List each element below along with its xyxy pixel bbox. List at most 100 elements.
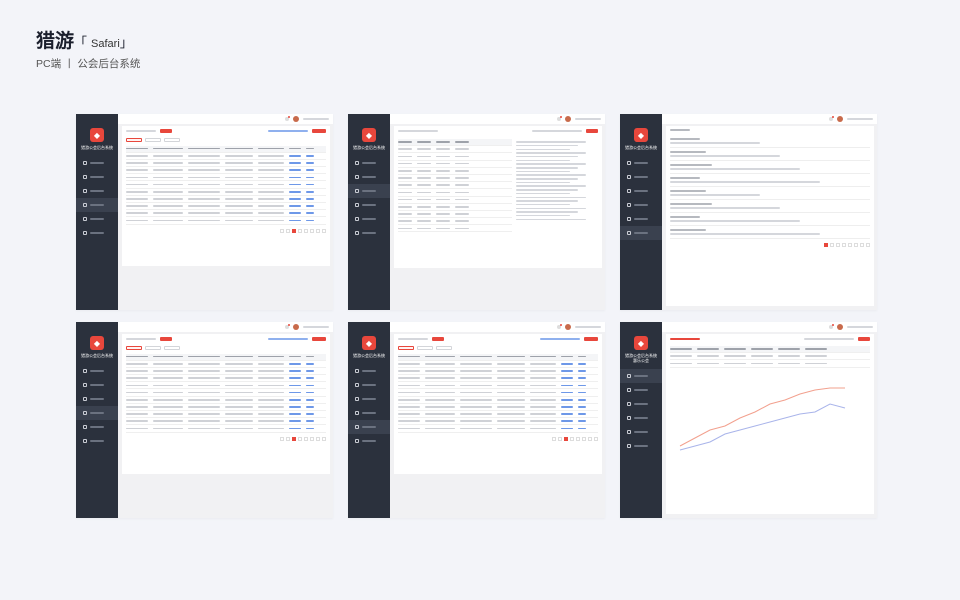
bell-icon[interactable] <box>829 116 834 121</box>
table-cell[interactable] <box>561 420 573 423</box>
page-button[interactable] <box>582 436 586 441</box>
table-cell[interactable] <box>289 219 301 222</box>
page-button[interactable] <box>576 436 580 441</box>
page-button[interactable] <box>286 436 290 441</box>
sidebar-menu-item[interactable] <box>620 156 662 170</box>
avatar[interactable] <box>565 116 571 122</box>
sidebar-menu-item[interactable] <box>620 226 662 240</box>
table-cell[interactable] <box>289 413 301 415</box>
tab[interactable] <box>436 346 452 350</box>
table-cell[interactable] <box>578 427 586 430</box>
table-cell[interactable] <box>306 205 314 207</box>
sidebar-menu-item[interactable] <box>620 170 662 184</box>
notice-item[interactable] <box>670 135 870 148</box>
table-cell[interactable] <box>306 219 314 222</box>
notice-item[interactable] <box>670 213 870 226</box>
bell-icon[interactable] <box>557 324 562 329</box>
sidebar-menu-item[interactable] <box>348 364 390 378</box>
table-cell[interactable] <box>306 362 314 365</box>
table-cell[interactable] <box>289 190 301 193</box>
table-cell[interactable] <box>306 377 314 379</box>
page-button[interactable] <box>322 228 326 233</box>
page-button[interactable] <box>280 228 284 233</box>
page-button[interactable] <box>830 243 834 247</box>
sidebar-menu-item[interactable] <box>76 184 118 198</box>
avatar[interactable] <box>293 324 299 330</box>
sidebar-menu-item[interactable] <box>76 378 118 392</box>
table-cell[interactable] <box>578 420 586 423</box>
table-cell[interactable] <box>306 212 314 215</box>
page-button[interactable] <box>552 436 556 441</box>
sidebar-menu-item[interactable] <box>348 198 390 212</box>
table-cell[interactable] <box>578 391 586 394</box>
page-button[interactable] <box>298 228 302 233</box>
tab-active[interactable] <box>126 138 142 142</box>
sidebar-menu-item[interactable] <box>620 383 662 397</box>
avatar[interactable] <box>837 324 843 330</box>
avatar[interactable] <box>837 116 843 122</box>
page-button[interactable] <box>824 243 828 247</box>
sidebar-menu-item[interactable] <box>76 226 118 240</box>
tab[interactable] <box>164 346 180 350</box>
sidebar-menu-item[interactable] <box>348 226 390 240</box>
add-button[interactable] <box>312 337 326 341</box>
filter-link[interactable] <box>540 338 580 340</box>
table-cell[interactable] <box>289 377 301 379</box>
date-range[interactable] <box>532 130 582 132</box>
table-cell[interactable] <box>289 176 301 179</box>
avatar[interactable] <box>565 324 571 330</box>
table-cell[interactable] <box>561 406 573 408</box>
sidebar-menu-item[interactable] <box>348 392 390 406</box>
sidebar-menu-item[interactable] <box>620 439 662 453</box>
table-cell[interactable] <box>289 205 301 207</box>
sidebar-menu-item[interactable] <box>348 378 390 392</box>
table-cell[interactable] <box>306 169 314 171</box>
bell-icon[interactable] <box>285 116 290 121</box>
notice-item[interactable] <box>670 148 870 161</box>
sidebar-menu-item[interactable] <box>76 198 118 212</box>
table-cell[interactable] <box>306 420 314 423</box>
table-cell[interactable] <box>289 162 301 164</box>
table-cell[interactable] <box>289 406 301 408</box>
notice-item[interactable] <box>670 161 870 174</box>
table-cell[interactable] <box>289 420 301 423</box>
tab-active[interactable] <box>126 346 142 350</box>
sidebar-menu-item[interactable] <box>76 212 118 226</box>
filter-link[interactable] <box>268 338 308 340</box>
page-button[interactable] <box>594 436 598 441</box>
page-button[interactable] <box>304 436 308 441</box>
table-cell[interactable] <box>578 398 586 401</box>
table-cell[interactable] <box>578 406 586 408</box>
table-cell[interactable] <box>289 427 301 430</box>
bell-icon[interactable] <box>829 324 834 329</box>
notice-item[interactable] <box>670 200 870 213</box>
page-button[interactable] <box>588 436 592 441</box>
page-button[interactable] <box>304 228 308 233</box>
table-cell[interactable] <box>561 427 573 430</box>
table-cell[interactable] <box>306 391 314 394</box>
page-button[interactable] <box>570 436 574 441</box>
sidebar-menu-item[interactable] <box>348 406 390 420</box>
table-cell[interactable] <box>306 162 314 164</box>
table-cell[interactable] <box>561 384 573 387</box>
sidebar-menu-item[interactable] <box>348 184 390 198</box>
sidebar-menu-item[interactable] <box>620 184 662 198</box>
bell-icon[interactable] <box>557 116 562 121</box>
table-cell[interactable] <box>306 176 314 179</box>
page-button[interactable] <box>564 436 568 441</box>
table-cell[interactable] <box>561 362 573 365</box>
sidebar-menu-item[interactable] <box>620 425 662 439</box>
page-button[interactable] <box>286 228 290 233</box>
table-cell[interactable] <box>289 154 301 157</box>
table-cell[interactable] <box>289 398 301 401</box>
query-button[interactable] <box>858 337 870 341</box>
tab[interactable] <box>145 138 161 142</box>
table-cell[interactable] <box>561 370 573 372</box>
notice-item[interactable] <box>670 187 870 200</box>
table-cell[interactable] <box>289 183 301 186</box>
table-cell[interactable] <box>289 169 301 171</box>
sidebar-menu-item[interactable] <box>76 420 118 434</box>
table-cell[interactable] <box>306 398 314 401</box>
add-button[interactable] <box>584 337 598 341</box>
page-button[interactable] <box>322 436 326 441</box>
